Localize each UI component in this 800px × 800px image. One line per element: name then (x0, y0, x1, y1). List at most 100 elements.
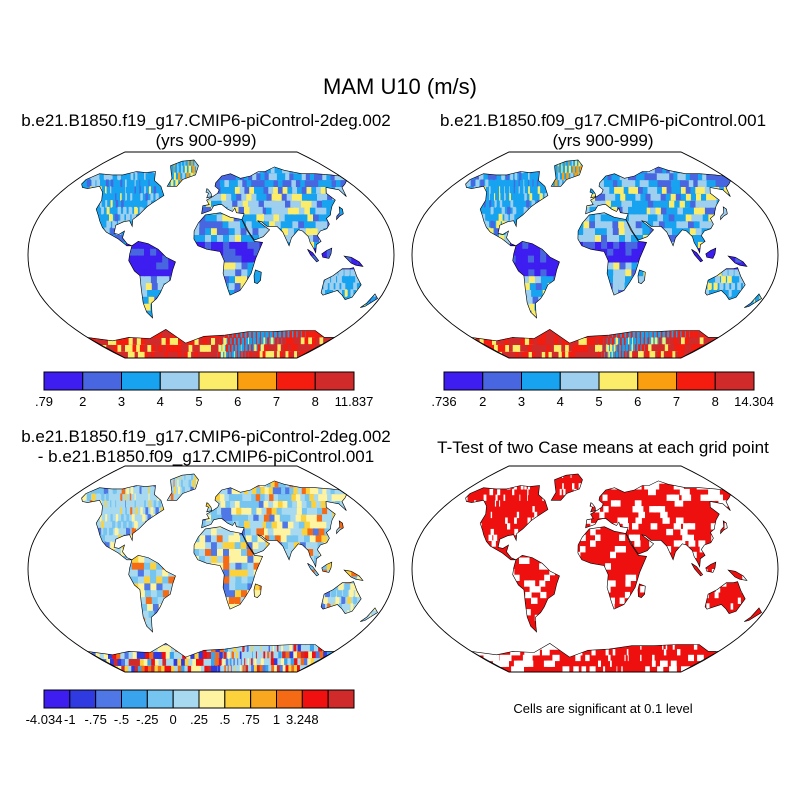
map-case2-cell (685, 213, 695, 222)
map-case2-cell (566, 172, 569, 181)
map-ttest-cell (649, 506, 657, 513)
map-ttest-cell (651, 660, 656, 667)
map-ttest-cell (529, 586, 536, 593)
map-case2-cell (537, 186, 541, 194)
map-case1-cell (106, 206, 110, 215)
map-difference-cell (130, 507, 133, 515)
map-difference-cell (239, 500, 247, 508)
map-case2-cell (514, 193, 517, 201)
map-case1-cell (223, 261, 230, 270)
map-case1-cell (253, 268, 260, 277)
map-ttest-cell (681, 494, 692, 501)
map-ttest-cell (523, 609, 531, 616)
map-difference-cell (237, 514, 245, 522)
map-ttest-cell (590, 528, 596, 536)
map-case2-cell (601, 241, 608, 249)
map-case1-cell (309, 330, 315, 338)
map-case1-cell (206, 337, 212, 345)
map-difference-cell (223, 569, 230, 577)
map-case1-cell (145, 193, 149, 201)
map-case2-cell (652, 330, 654, 338)
map-case2-cell (487, 213, 491, 222)
map-ttest-cell (595, 534, 601, 541)
map-case2-cell (620, 193, 628, 201)
map-case2-cell (617, 344, 619, 352)
map-difference-cell (315, 520, 325, 529)
map-difference-cell (287, 658, 294, 666)
map-difference-cell (261, 507, 270, 515)
map-case1-cell (216, 213, 224, 222)
map-ttest-coastline-greenland (550, 473, 583, 501)
map-case2-cell (613, 275, 620, 284)
map-case1-cell (273, 213, 282, 222)
map-difference-cell (285, 651, 290, 659)
map-difference-cell (137, 569, 145, 577)
map-case1-cell (148, 296, 157, 304)
map-case2-cell (628, 206, 636, 215)
map-ttest-cell (633, 534, 640, 541)
map-difference-cell (141, 603, 150, 611)
map-difference-cell (343, 589, 348, 598)
map-ttest-cell (679, 488, 690, 496)
map-case1-cell (250, 213, 259, 222)
map-case2-cell (705, 220, 714, 229)
map-case1-cell (234, 186, 242, 194)
map-difference-cell (350, 582, 356, 591)
map-case1-cell (197, 351, 203, 358)
map-ttest-cell (546, 643, 554, 650)
map-difference-cell (155, 507, 159, 515)
map-difference-cell (304, 520, 314, 529)
map-difference-cell (104, 541, 110, 549)
map-case2-cell (568, 165, 571, 174)
map-case1-cell (134, 179, 136, 187)
map-difference-cell (196, 658, 202, 666)
map-case2-cell (536, 179, 539, 187)
map-case1-coastline-antarctica (87, 329, 335, 359)
map-difference-cell (170, 493, 174, 501)
map-difference-cell (234, 534, 242, 543)
map-case1-cell (244, 344, 246, 352)
map-difference-cell (128, 520, 133, 529)
map-difference-cell (247, 582, 254, 591)
map-case1-cell (221, 193, 228, 201)
map-case2-cell (470, 179, 475, 187)
map-difference-cell (239, 651, 242, 659)
map-difference-cell (239, 665, 242, 672)
map-case2-cell (589, 234, 596, 242)
map-case1-cell (246, 179, 255, 187)
map-case2-cell (640, 213, 648, 222)
map-ttest-cell (672, 643, 675, 650)
map-case1-cell (144, 275, 153, 284)
map-difference-cell (241, 582, 248, 591)
map-case2-cell (532, 186, 535, 194)
map-case1-cell (205, 220, 212, 229)
map-case2-cell (674, 213, 683, 222)
map-case1-cell (115, 186, 117, 194)
map-difference-cell (115, 500, 117, 508)
map-case1-cell (338, 268, 344, 277)
colorbar-case2-tick-label: .736 (431, 394, 456, 409)
map-difference-cell (148, 486, 150, 495)
map-ttest-cell (624, 654, 626, 662)
map-case1-cell (156, 255, 163, 263)
map-difference-cell (221, 665, 224, 672)
map-case2-cell (546, 275, 555, 284)
map-difference-cell (194, 665, 201, 672)
map-difference-cell (307, 527, 317, 536)
map-ttest-cell (610, 551, 616, 559)
map-case2-cell (601, 234, 608, 242)
map-case1-cell (313, 234, 321, 242)
map-difference-cell (103, 527, 107, 536)
map-case2-cell (652, 186, 662, 194)
map-case2-cell (528, 261, 535, 270)
map-difference-cell (203, 658, 209, 666)
map-case2-cell (664, 344, 671, 352)
map-case1-cell (314, 330, 319, 338)
map-difference-cell (152, 603, 161, 611)
map-case1-cell (224, 179, 231, 187)
map-difference-cell (263, 534, 271, 543)
map-difference-cell (276, 520, 286, 529)
map-difference-cell (206, 651, 212, 659)
map-case1-cell (304, 206, 314, 215)
map-difference-cell (280, 658, 287, 666)
